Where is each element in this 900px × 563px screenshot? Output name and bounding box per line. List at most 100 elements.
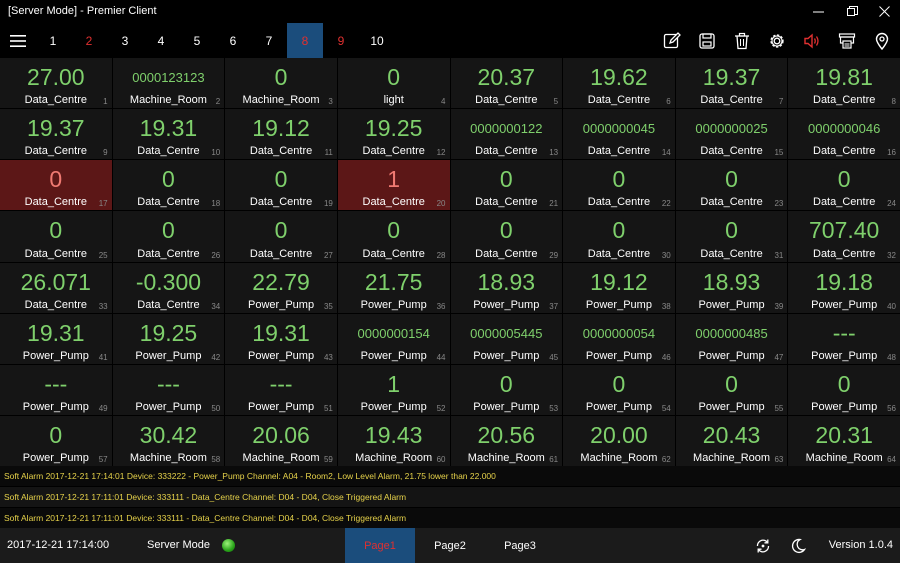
channel-cell[interactable]: 0 Data_Centre 25: [0, 211, 112, 262]
save-button[interactable]: [689, 23, 724, 58]
channel-cell[interactable]: 0000000122 Data_Centre 13: [450, 109, 563, 160]
channel-cell[interactable]: 0000005445 Power_Pump 45: [450, 313, 563, 364]
channel-cell[interactable]: 0 Data_Centre 28: [337, 211, 450, 262]
alarm-entry[interactable]: Soft Alarm 2017-12-21 17:14:01 Device: 3…: [0, 466, 900, 486]
channel-cell[interactable]: 22.79 Power_Pump 35: [225, 262, 337, 313]
channel-cell[interactable]: 0 Data_Centre 19: [225, 160, 337, 211]
channel-cell[interactable]: 0 Power_Pump 53: [450, 364, 563, 415]
alarm-sound-button[interactable]: [794, 23, 829, 58]
minimize-button[interactable]: [800, 0, 836, 23]
page-tab-4[interactable]: 4: [157, 33, 165, 48]
channel-cell[interactable]: 0000000485 Power_Pump 47: [675, 313, 788, 364]
channel-cell[interactable]: 0 Power_Pump 55: [675, 364, 788, 415]
page-tab-8[interactable]: 8: [287, 23, 323, 58]
channel-cell[interactable]: 19.31 Data_Centre 10: [112, 109, 225, 160]
channel-cell[interactable]: --- Power_Pump 49: [0, 364, 112, 415]
channel-cell[interactable]: --- Power_Pump 50: [112, 364, 225, 415]
page-tab-5[interactable]: 5: [193, 33, 201, 48]
channel-cell[interactable]: 0000123123 Machine_Room 2: [112, 58, 225, 109]
channel-cell[interactable]: 20.37 Data_Centre 5: [450, 58, 563, 109]
channel-cell[interactable]: 0 Machine_Room 3: [225, 58, 337, 109]
alarm-entry[interactable]: Soft Alarm 2017-12-21 17:11:01 Device: 3…: [0, 487, 900, 507]
channel-cell[interactable]: 19.31 Power_Pump 43: [225, 313, 337, 364]
channel-cell[interactable]: 27.00 Data_Centre 1: [0, 58, 112, 109]
channel-cell[interactable]: 19.62 Data_Centre 6: [563, 58, 675, 109]
night-mode-button[interactable]: [780, 528, 815, 563]
location-button[interactable]: [864, 23, 899, 58]
channel-cell[interactable]: 0000000046 Data_Centre 16: [788, 109, 900, 160]
channel-number: 27: [323, 250, 333, 260]
channel-cell[interactable]: 20.56 Machine_Room 61: [450, 415, 563, 466]
channel-cell[interactable]: 30.42 Machine_Room 58: [112, 415, 225, 466]
channel-cell[interactable]: 0 Data_Centre 17: [0, 160, 112, 211]
channel-cell[interactable]: 0 Data_Centre 24: [788, 160, 900, 211]
channel-cell[interactable]: 18.93 Power_Pump 39: [675, 262, 788, 313]
settings-button[interactable]: [759, 23, 794, 58]
channel-cell[interactable]: 0 Data_Centre 18: [112, 160, 225, 211]
channel-value: 20.31: [815, 421, 873, 448]
channel-cell[interactable]: 19.31 Power_Pump 41: [0, 313, 112, 364]
channel-cell[interactable]: 19.25 Data_Centre 12: [337, 109, 450, 160]
channel-cell[interactable]: 0 Data_Centre 31: [675, 211, 788, 262]
channel-cell[interactable]: --- Power_Pump 51: [225, 364, 337, 415]
channel-label: Data_Centre: [249, 247, 313, 260]
restore-button[interactable]: [834, 0, 870, 23]
channel-cell[interactable]: 0000000025 Data_Centre 15: [675, 109, 788, 160]
channel-cell[interactable]: 0 light 4: [337, 58, 450, 109]
channel-cell[interactable]: 707.40 Data_Centre 32: [788, 211, 900, 262]
channel-cell[interactable]: 19.18 Power_Pump 40: [788, 262, 900, 313]
page-tab-10[interactable]: 10: [370, 33, 384, 48]
channel-cell[interactable]: 0 Power_Pump 56: [788, 364, 900, 415]
page-tab-1[interactable]: 1: [49, 33, 57, 48]
channel-cell[interactable]: 20.31 Machine_Room 64: [788, 415, 900, 466]
channel-cell[interactable]: 19.12 Data_Centre 11: [225, 109, 337, 160]
channel-cell[interactable]: 21.75 Power_Pump 36: [337, 262, 450, 313]
channel-cell[interactable]: 0 Data_Centre 21: [450, 160, 563, 211]
channel-cell[interactable]: 19.12 Power_Pump 38: [563, 262, 675, 313]
bottom-tab-page3[interactable]: Page3: [504, 539, 536, 552]
page-tab-7[interactable]: 7: [265, 33, 273, 48]
channel-cell[interactable]: 0 Data_Centre 22: [563, 160, 675, 211]
channel-cell[interactable]: 1 Data_Centre 20: [337, 160, 450, 211]
page-tab-2[interactable]: 2: [85, 33, 93, 48]
channel-cell[interactable]: 0 Data_Centre 29: [450, 211, 563, 262]
channel-cell[interactable]: 19.37 Data_Centre 7: [675, 58, 788, 109]
channel-cell[interactable]: 0 Data_Centre 26: [112, 211, 225, 262]
page-tab-9[interactable]: 9: [337, 33, 345, 48]
channel-cell[interactable]: 0000000054 Power_Pump 46: [563, 313, 675, 364]
close-button[interactable]: [866, 0, 900, 23]
page-tab-6[interactable]: 6: [229, 33, 237, 48]
alarm-entry[interactable]: Soft Alarm 2017-12-21 17:11:01 Device: 3…: [0, 508, 900, 528]
channel-cell[interactable]: 19.37 Data_Centre 9: [0, 109, 112, 160]
edit-button[interactable]: [654, 23, 689, 58]
sync-button[interactable]: [745, 528, 780, 563]
channel-cell[interactable]: -0.300 Data_Centre 34: [112, 262, 225, 313]
channel-cell[interactable]: 0 Data_Centre 27: [225, 211, 337, 262]
channel-cell[interactable]: 20.00 Machine_Room 62: [563, 415, 675, 466]
channel-label: Power_Pump: [360, 400, 427, 413]
delete-button[interactable]: [724, 23, 759, 58]
channel-cell[interactable]: 0 Power_Pump 54: [563, 364, 675, 415]
channel-cell[interactable]: --- Power_Pump 48: [788, 313, 900, 364]
channel-cell[interactable]: 19.25 Power_Pump 42: [112, 313, 225, 364]
channel-cell[interactable]: 18.93 Power_Pump 37: [450, 262, 563, 313]
channel-cell[interactable]: 0 Power_Pump 57: [0, 415, 112, 466]
channel-cell[interactable]: 19.43 Machine_Room 60: [337, 415, 450, 466]
channel-cell[interactable]: 0000000045 Data_Centre 14: [563, 109, 675, 160]
printer-icon: [838, 32, 855, 49]
bottom-tab-page2[interactable]: Page2: [434, 539, 466, 552]
channel-cell[interactable]: 26.071 Data_Centre 33: [0, 262, 112, 313]
channel-cell[interactable]: 0 Data_Centre 23: [675, 160, 788, 211]
channel-number: 33: [98, 301, 108, 311]
page-tab-3[interactable]: 3: [121, 33, 129, 48]
print-button[interactable]: [829, 23, 864, 58]
channel-cell[interactable]: 0 Data_Centre 30: [563, 211, 675, 262]
channel-cell[interactable]: 0000000154 Power_Pump 44: [337, 313, 450, 364]
bottom-tab-page1[interactable]: Page1: [345, 528, 415, 563]
channel-cell[interactable]: 20.06 Machine_Room 59: [225, 415, 337, 466]
channel-cell[interactable]: 20.43 Machine_Room 63: [675, 415, 788, 466]
channel-number: 31: [774, 250, 784, 260]
channel-cell[interactable]: 19.81 Data_Centre 8: [788, 58, 900, 109]
channel-cell[interactable]: 1 Power_Pump 52: [337, 364, 450, 415]
menu-button[interactable]: [0, 23, 35, 58]
